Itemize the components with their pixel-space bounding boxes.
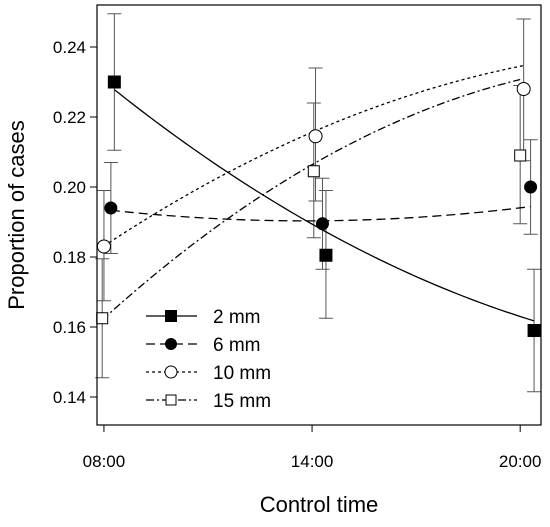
fit-curves [101, 64, 535, 322]
data-markers [96, 75, 541, 337]
fit-curve-series [101, 78, 521, 321]
legend-label: 2 mm [213, 307, 261, 328]
x-tick-label: 08:00 [83, 452, 126, 471]
marker-filled-circle [104, 201, 118, 215]
marker-open-square [165, 394, 177, 406]
marker-filled-circle [524, 180, 538, 194]
marker-open-circle [308, 129, 323, 144]
marker-open-square [307, 165, 320, 178]
y-axis-ticks: 0.14 0.16 0.18 0.20 0.22 0.24 [53, 38, 97, 407]
fit-curve-series [113, 89, 535, 322]
error-bars [95, 13, 542, 393]
y-tick-label: 0.14 [53, 388, 86, 407]
y-tick-label: 0.18 [53, 248, 86, 267]
legend: 2 mm 6 mm 10 mm 15 mm [146, 307, 271, 412]
x-tick-label: 20:00 [499, 452, 542, 471]
marker-open-circle [164, 365, 178, 379]
x-axis-ticks: 08:00 14:00 20:00 [83, 425, 542, 471]
marker-open-square [514, 149, 527, 162]
x-axis-title: Control time [260, 492, 379, 517]
plot-frame [96, 4, 542, 426]
marker-open-circle [96, 239, 111, 254]
marker-filled-square [319, 248, 333, 262]
y-tick-label: 0.16 [53, 318, 86, 337]
marker-filled-circle [165, 338, 177, 350]
y-tick-label: 0.20 [53, 178, 86, 197]
marker-filled-square [165, 310, 177, 322]
marker-filled-circle [315, 217, 329, 231]
marker-open-circle [516, 82, 531, 96]
y-tick-label: 0.22 [53, 108, 86, 127]
legend-label: 10 mm [213, 363, 271, 384]
y-axis-title: Proportion of cases [4, 120, 29, 310]
marker-filled-square [107, 75, 121, 89]
marker-filled-square [527, 324, 541, 337]
marker-open-square [96, 312, 109, 325]
legend-label: 15 mm [213, 391, 271, 412]
legend-label: 6 mm [213, 335, 261, 356]
y-tick-label: 0.24 [53, 38, 86, 57]
x-tick-label: 14:00 [291, 452, 334, 471]
